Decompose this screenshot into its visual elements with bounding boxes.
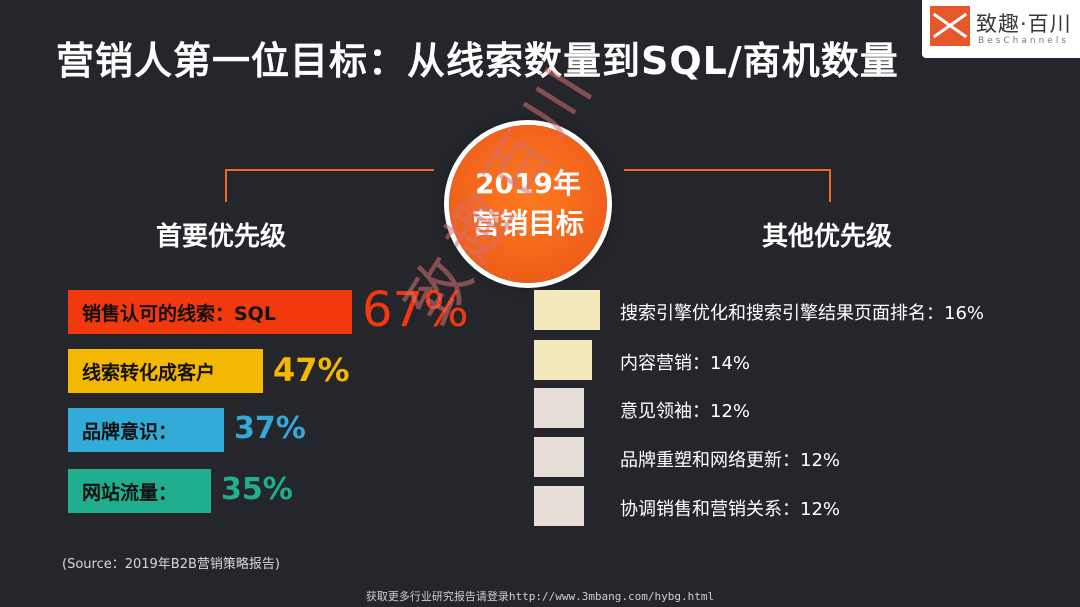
primary-bar-2: 线索转化成客户: [68, 349, 263, 393]
logo-subtitle: BesChannels: [978, 36, 1070, 46]
secondary-bar-label-3: 意见领袖：12%: [620, 401, 751, 422]
primary-bar-1: 销售认可的线索：SQL: [68, 290, 352, 334]
secondary-bar-label-1: 搜索引擎优化和搜索引擎结果页面排名：16%: [620, 303, 985, 324]
primary-bar-3: 品牌意识：: [68, 408, 224, 452]
primary-bar-value-4: 35%: [221, 472, 293, 508]
center-year: 2019年: [475, 167, 581, 200]
logo-name: 致趣·百川: [976, 12, 1072, 36]
primary-bar-value-2: 47%: [273, 351, 350, 390]
secondary-bar-4: [534, 437, 584, 477]
center-goal-circle: 2019年 营销目标: [449, 125, 607, 283]
footer-link-text: 获取更多行业研究报告请登录http://www.3mbang.com/hybg.…: [365, 590, 715, 603]
secondary-bar-1: [534, 290, 600, 330]
primary-bar-value-3: 37%: [234, 411, 306, 447]
primary-bar-4: 网站流量：: [68, 469, 211, 513]
secondary-bar-2: [534, 340, 592, 380]
source-note: (Source：2019年B2B营销策略报告): [62, 557, 280, 572]
secondary-priority-heading: 其他优先级: [762, 222, 893, 252]
left-connector-line: [225, 169, 434, 202]
primary-priority-heading: 首要优先级: [156, 222, 287, 252]
page-title: 营销人第一位目标：从线索数量到SQL/商机数量: [56, 39, 899, 83]
brand-logo: 致趣·百川 BesChannels: [922, 0, 1080, 58]
center-goal-label: 营销目标: [471, 207, 584, 240]
secondary-bar-label-4: 品牌重塑和网络更新：12%: [620, 450, 841, 471]
secondary-bar-label-5: 协调销售和营销关系：12%: [620, 499, 841, 520]
primary-bar-value-1: 67%: [362, 282, 469, 339]
logo-mark-icon: [930, 6, 970, 46]
secondary-bar-5: [534, 486, 584, 526]
right-connector-line: [624, 169, 831, 202]
secondary-bar-label-2: 内容营销：14%: [620, 353, 751, 374]
secondary-bar-3: [534, 388, 584, 428]
